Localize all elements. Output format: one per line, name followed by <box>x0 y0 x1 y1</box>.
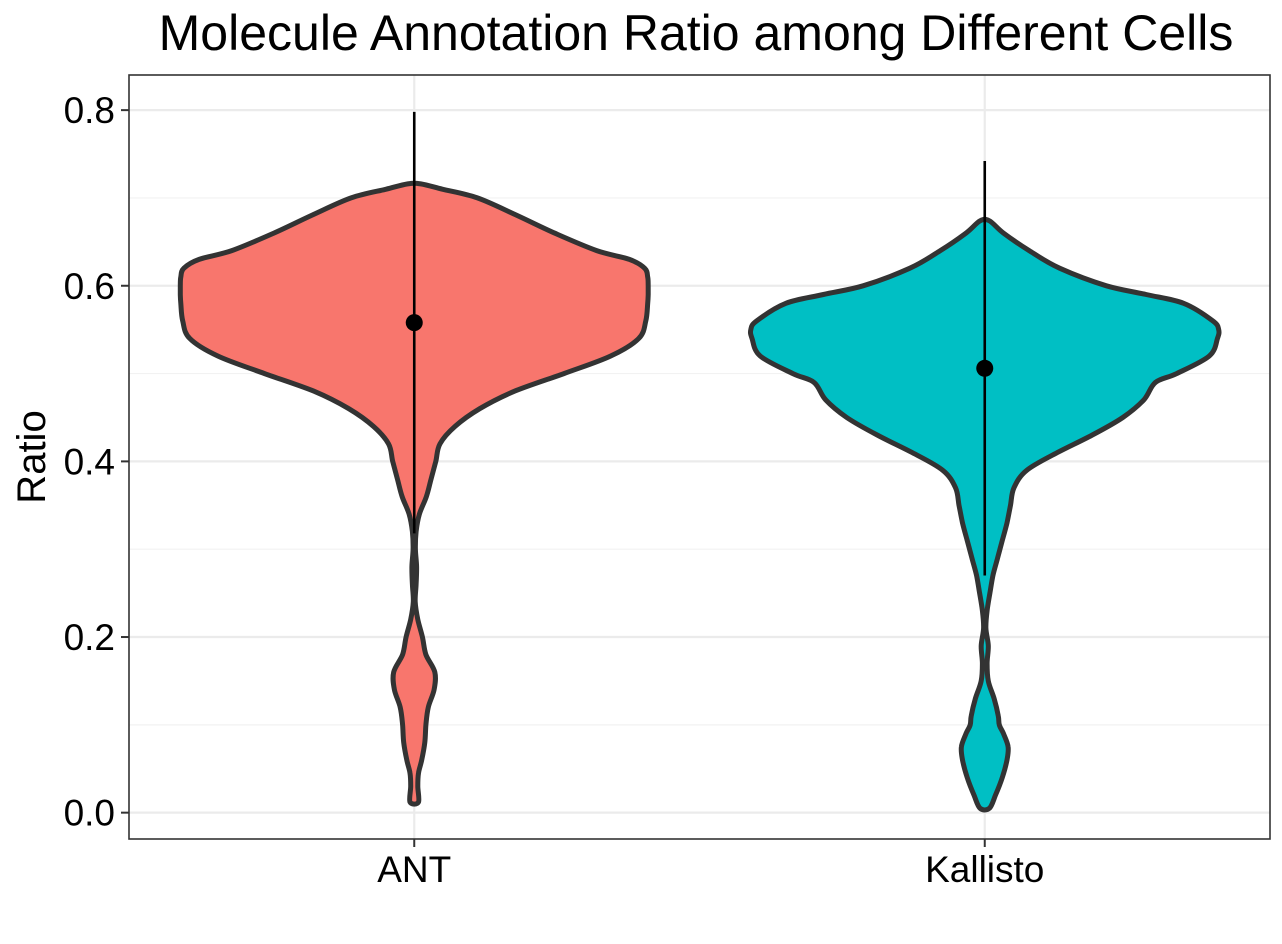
chart-title: Molecule Annotation Ratio among Differen… <box>159 5 1234 61</box>
y-axis-title: Ratio <box>10 410 54 503</box>
mean-point-kallisto <box>976 359 994 377</box>
violins <box>177 180 1222 813</box>
y-tick-label: 0.6 <box>64 266 115 307</box>
y-tick-label: 0.8 <box>64 90 115 131</box>
y-tick-label: 0.2 <box>64 617 115 658</box>
y-tick-label: 0.0 <box>64 793 115 834</box>
grid-lines <box>129 75 1270 839</box>
x-tick-label: Kallisto <box>925 849 1044 890</box>
y-tick-label: 0.4 <box>64 441 115 482</box>
mean-point-ant <box>405 314 423 332</box>
x-tick-label: ANT <box>377 849 451 890</box>
axes: 0.0 0.2 0.4 0.6 0.8 ANT Kallisto <box>64 90 1045 890</box>
summary-marks <box>405 111 994 576</box>
panel-border <box>128 74 1271 840</box>
